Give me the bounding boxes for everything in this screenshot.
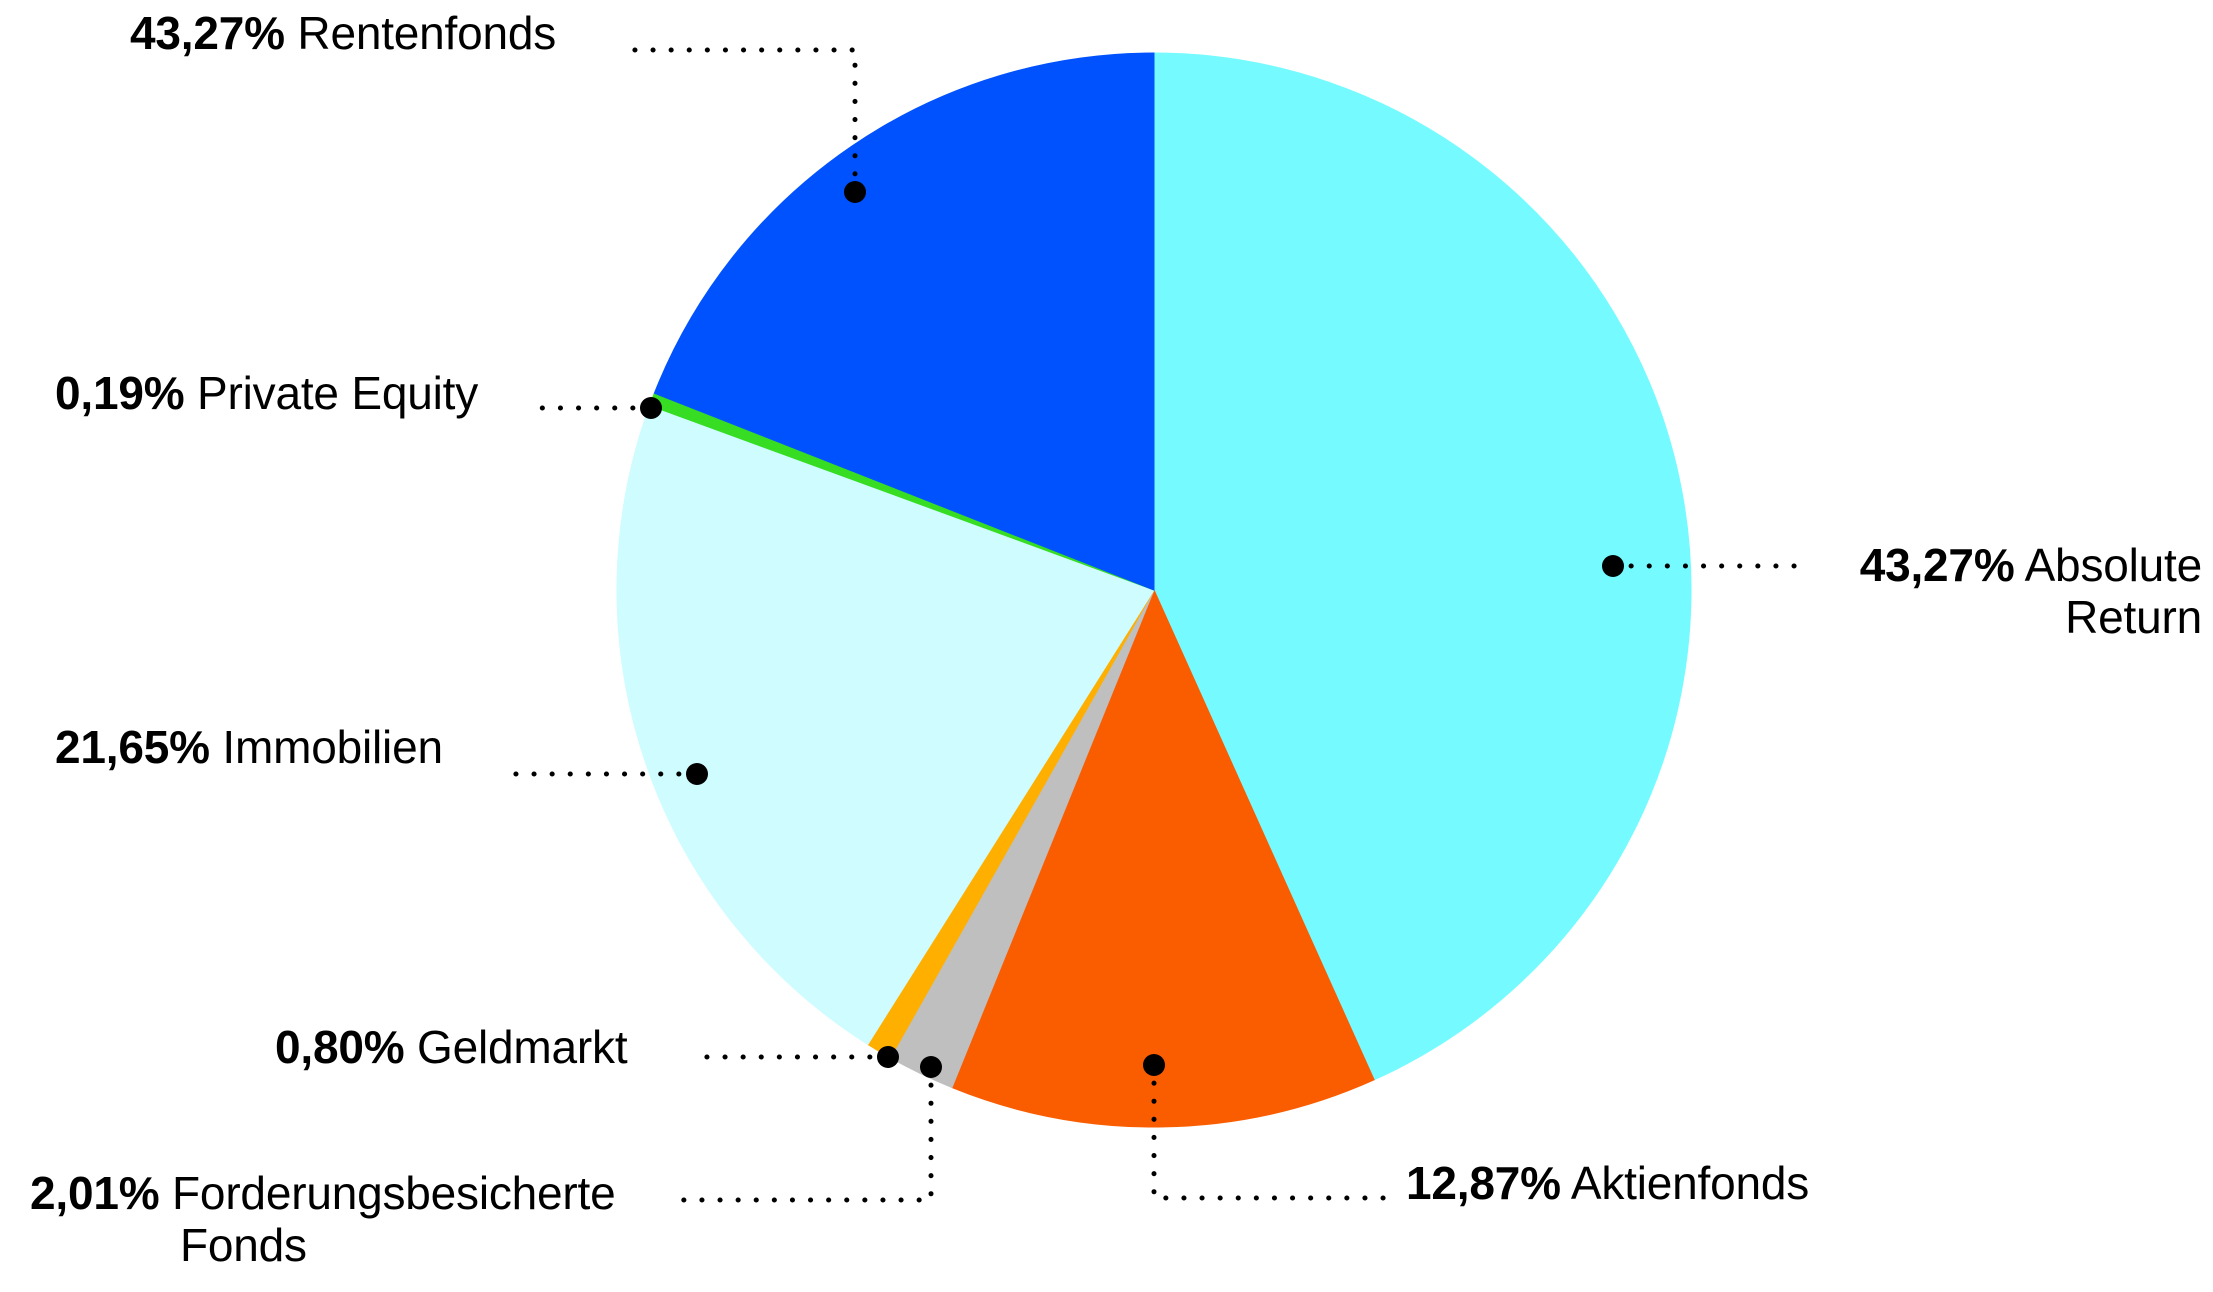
slice-label-aktienfonds-name: Aktienfonds	[1570, 1157, 1810, 1209]
pie-slice-rentenfonds[interactable]	[653, 52, 1155, 591]
slice-label-geldmarkt[interactable]: 0,80% Geldmarkt	[275, 1021, 628, 1074]
slice-label-immobilien[interactable]: 21,65% Immobilien	[55, 721, 443, 774]
leader-dot-forderungsbesicherte-fonds	[920, 1056, 942, 1078]
slice-label-forderungsbesicherte-fonds-value: 2,01%	[30, 1167, 160, 1219]
pie-slice-immobilien[interactable]	[616, 404, 1155, 1046]
pie-slices-group	[616, 52, 1692, 1128]
leader-lines-group	[497, 47, 1803, 1203]
leader-dot-aktienfonds	[1143, 1054, 1165, 1076]
pie-slice-aktienfonds[interactable]	[951, 588, 1375, 1128]
slice-label-private-equity-name: Private Equity	[197, 367, 479, 419]
leader-dot-rentenfonds	[844, 181, 866, 203]
slice-label-rentenfonds-name: Rentenfonds	[297, 7, 557, 59]
slice-label-geldmarkt-name: Geldmarkt	[417, 1021, 628, 1073]
slice-label-forderungsbesicherte-fonds-name: Forderungsbesicherte	[172, 1167, 616, 1219]
pie-slice-absolute-return[interactable]	[1153, 52, 1692, 1081]
leader-line-forderungsbesicherte-fonds	[677, 1064, 934, 1203]
slice-label-immobilien-name: Immobilien	[222, 721, 443, 773]
slice-label-rentenfonds-value: 43,27%	[130, 7, 285, 59]
leader-dot-private-equity	[640, 397, 662, 419]
slice-label-immobilien-value: 21,65%	[55, 721, 210, 773]
slice-label-forderungsbesicherte-fonds-name-line2: Fonds	[180, 1218, 307, 1271]
slice-label-aktienfonds[interactable]: 12,87% Aktienfonds	[1406, 1157, 1810, 1210]
leader-dot-geldmarkt	[877, 1046, 899, 1068]
leader-dots-group	[640, 181, 1624, 1078]
slice-label-forderungsbesicherte-fonds[interactable]: 2,01% Forderungsbesicherte Fonds	[30, 1167, 690, 1272]
slice-label-absolute-return[interactable]: 43,27% Absolute Return	[1812, 539, 2203, 644]
slice-label-private-equity[interactable]: 0,19% Private Equity	[55, 367, 479, 420]
slice-label-absolute-return-name: Absolute Return	[2024, 539, 2203, 643]
leader-dot-immobilien	[686, 763, 708, 785]
slice-label-geldmarkt-value: 0,80%	[275, 1021, 405, 1073]
slice-label-rentenfonds[interactable]: 43,27% Rentenfonds	[130, 7, 557, 60]
slice-label-aktienfonds-value: 12,87%	[1406, 1157, 1561, 1209]
slice-label-private-equity-value: 0,19%	[55, 367, 185, 419]
slice-label-absolute-return-value: 43,27%	[1859, 539, 2015, 591]
leader-dot-absolute-return	[1602, 555, 1624, 577]
